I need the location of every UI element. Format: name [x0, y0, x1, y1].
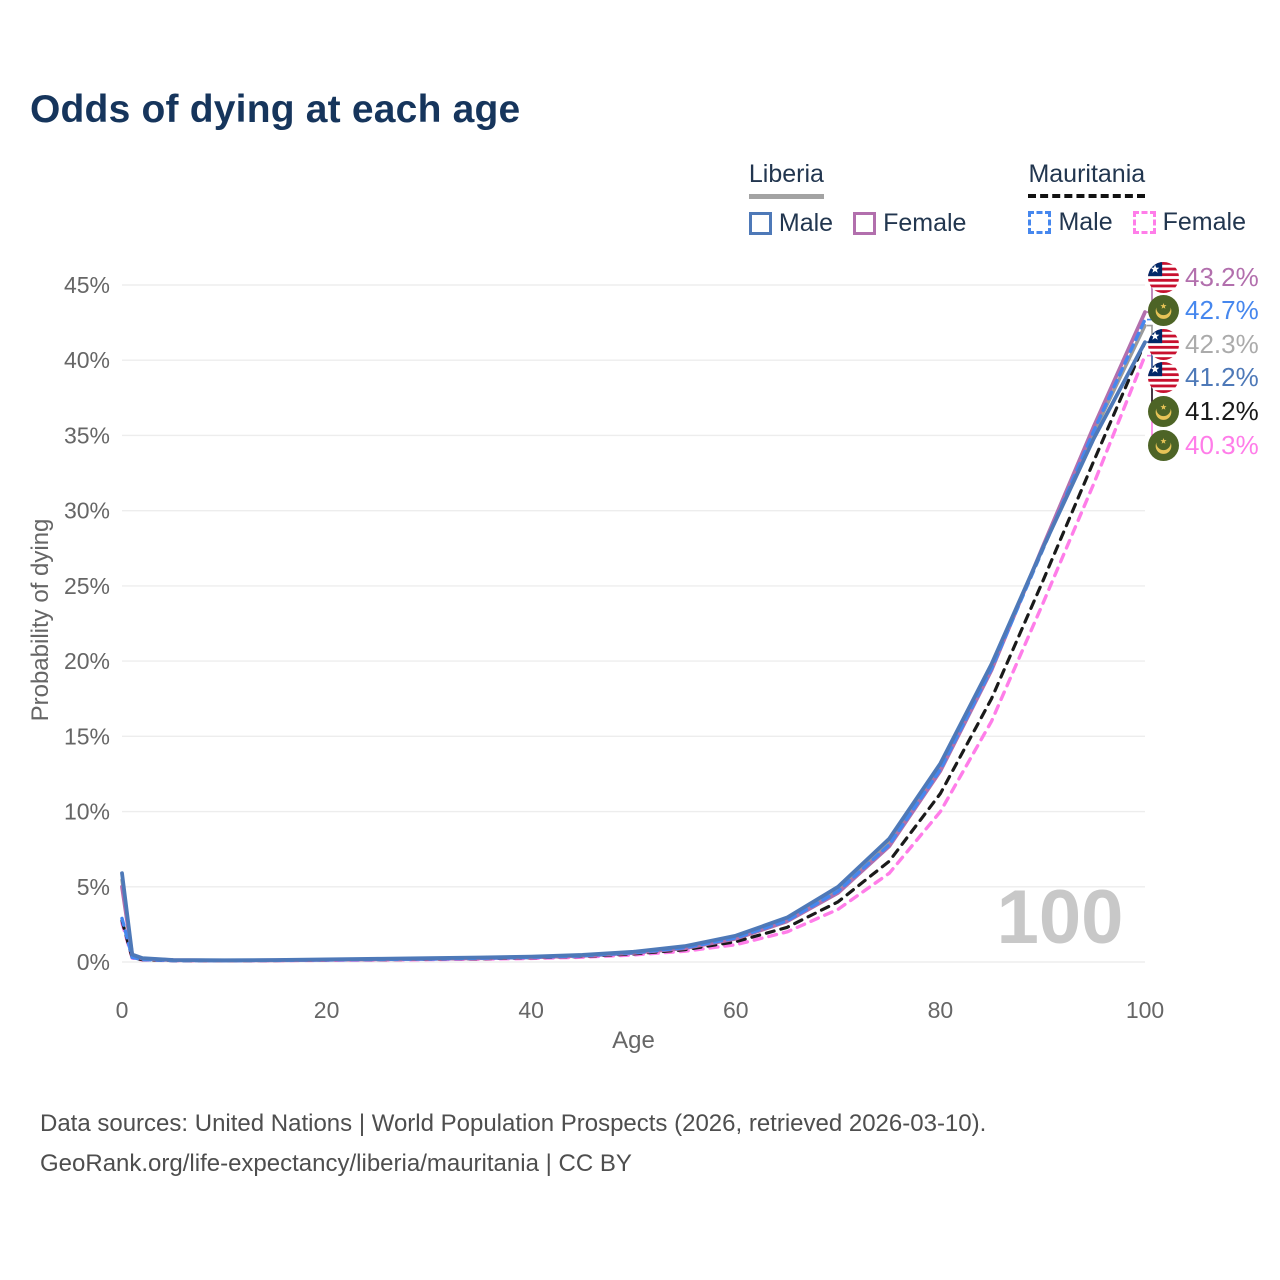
legend-item-label: Male — [778, 209, 834, 237]
x-tick-label: 40 — [518, 997, 544, 1023]
series-line-liberia-female[interactable] — [120, 310, 1147, 963]
legend-item-mauritania-male[interactable]: Male — [1028, 208, 1113, 237]
liberia-flag-icon — [1148, 261, 1179, 293]
liberia-flag-icon — [1148, 328, 1179, 360]
y-tick-label: 45% — [64, 272, 110, 298]
end-label-liberia-male: 41.2% — [1148, 361, 1259, 395]
mauritania-male-swatch-icon — [1028, 211, 1052, 234]
legend: Liberia Male Female Mauritania Male Fema… — [748, 160, 1246, 238]
x-tick-label: 20 — [314, 997, 340, 1023]
mauritania-flag-icon — [1148, 429, 1179, 461]
end-label-value: 42.7% — [1185, 295, 1259, 326]
legend-item-mauritania-female[interactable]: Female — [1132, 208, 1246, 237]
chart-canvas[interactable]: 0% 5% 10% 15% 20% 25% 30% 35% 40% 45% 0 20 40 60 80 100… — [0, 240, 1280, 1090]
legend-item-label: Female — [883, 209, 967, 237]
line-chart[interactable]: 0% 5% 10% 15% 20% 25% 30% 35% 40% 45% 0 20 40 60 80 100… — [0, 240, 1280, 1090]
legend-title-liberia[interactable]: Liberia — [748, 160, 824, 199]
x-tick-label: 80 — [928, 997, 954, 1023]
series-line-liberia-both[interactable] — [120, 323, 1147, 963]
y-tick-label: 10% — [64, 799, 110, 825]
liberia-flag-icon — [1148, 362, 1179, 394]
y-tick-label: 35% — [64, 422, 110, 448]
end-label-value: 43.2% — [1185, 261, 1259, 292]
end-label-mauritania-both: 41.2% — [1148, 394, 1259, 428]
liberia-female-swatch-icon — [853, 212, 877, 235]
end-label-mauritania-female: 40.3% — [1148, 428, 1259, 462]
y-tick-label: 0% — [77, 949, 110, 975]
y-tick-label: 15% — [64, 723, 110, 749]
y-tick-label: 20% — [64, 648, 110, 674]
end-label-value: 40.3% — [1185, 429, 1259, 460]
x-tick-label: 100 — [1126, 997, 1164, 1023]
end-label-value: 41.2% — [1185, 395, 1259, 426]
legend-group-liberia: Liberia Male Female — [748, 160, 966, 238]
y-tick-label: 30% — [64, 498, 110, 524]
y-tick-label: 40% — [64, 347, 110, 373]
age-watermark: 100 — [997, 875, 1124, 960]
legend-item-liberia-female[interactable]: Female — [853, 209, 966, 238]
end-label-value: 42.3% — [1185, 328, 1259, 359]
legend-title-mauritania[interactable]: Mauritania — [1028, 160, 1146, 198]
y-tick-label: 5% — [77, 874, 110, 900]
y-axis-title: Probability of dying — [27, 519, 54, 722]
footer: Data sources: United Nations | World Pop… — [40, 1104, 1240, 1184]
liberia-male-swatch-icon — [748, 212, 772, 235]
series-line-liberia-male[interactable] — [120, 340, 1147, 963]
y-tick-label: 25% — [64, 573, 110, 599]
footer-data-sources: Data sources: United Nations | World Pop… — [40, 1110, 987, 1137]
series-line-mauritania-male[interactable] — [120, 317, 1147, 963]
x-axis-title: Age — [612, 1027, 655, 1054]
mauritania-flag-icon — [1148, 295, 1179, 327]
legend-item-label: Male — [1058, 208, 1113, 236]
legend-item-label: Female — [1162, 208, 1246, 236]
x-tick-label: 60 — [723, 997, 749, 1023]
series-line-mauritania-female[interactable] — [120, 353, 1147, 963]
legend-item-liberia-male[interactable]: Male — [748, 209, 834, 238]
mauritania-female-swatch-icon — [1132, 211, 1156, 234]
footer-attribution: GeoRank.org/life-expectancy/liberia/maur… — [40, 1150, 632, 1177]
page-title: Odds of dying at each age — [30, 88, 521, 131]
x-tick-label: 0 — [116, 997, 129, 1023]
end-label-liberia-both: 42.3% — [1148, 327, 1259, 361]
end-label-mauritania-male: 42.7% — [1148, 294, 1259, 328]
legend-group-mauritania: Mauritania Male Female — [1028, 160, 1246, 238]
end-label-value: 41.2% — [1185, 362, 1259, 393]
end-label-liberia-female: 43.2% — [1148, 260, 1259, 294]
mauritania-flag-icon — [1148, 395, 1179, 427]
